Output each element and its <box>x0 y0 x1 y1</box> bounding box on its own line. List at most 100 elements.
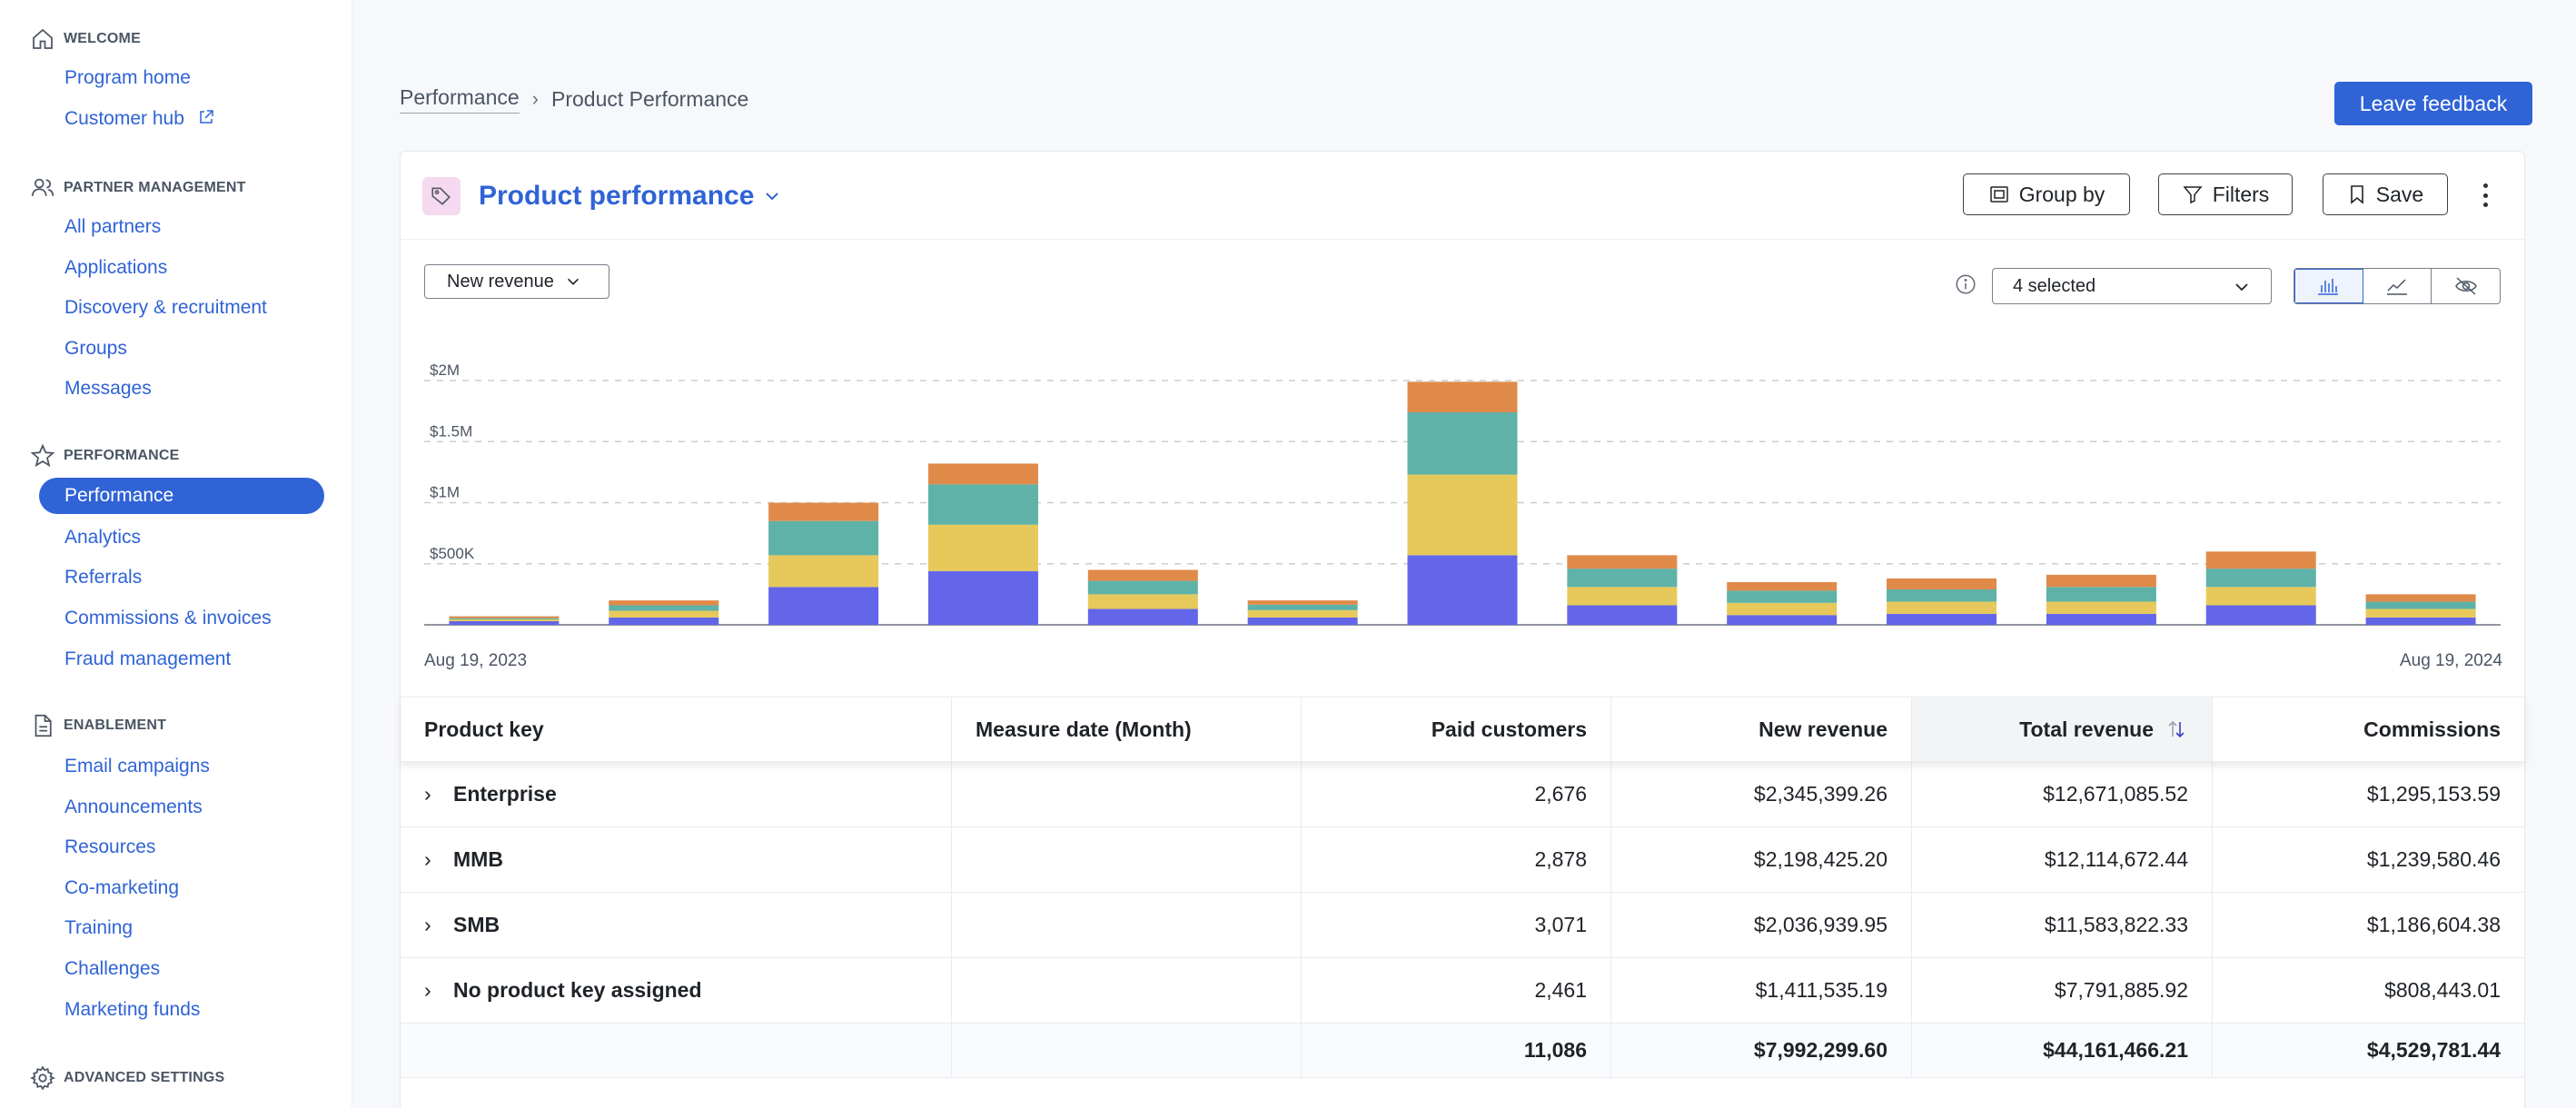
bar-segment[interactable] <box>609 600 719 606</box>
bar-segment[interactable] <box>927 524 1038 571</box>
bar-chart-toggle[interactable] <box>2294 269 2363 303</box>
bar-segment[interactable] <box>1247 609 1358 618</box>
leave-feedback-button[interactable]: Leave feedback <box>2334 82 2532 125</box>
bar-segment[interactable] <box>449 620 560 625</box>
bar-segment[interactable] <box>1087 608 1198 625</box>
series-select[interactable]: 4 selected <box>1992 268 2272 304</box>
bar-segment[interactable] <box>2046 587 2156 602</box>
sidebar-item-performance[interactable]: Performance <box>39 478 324 514</box>
sidebar-item-messages[interactable]: Messages <box>64 378 152 399</box>
bar-segment[interactable] <box>1087 580 1198 595</box>
bar-segment[interactable] <box>1727 590 1838 603</box>
bar-segment[interactable] <box>449 618 560 621</box>
breadcrumb-performance-link[interactable]: Performance <box>400 85 520 114</box>
bar-segment[interactable] <box>1087 594 1198 609</box>
bar-segment[interactable] <box>927 570 1038 625</box>
sidebar-item-email-campaigns[interactable]: Email campaigns <box>64 756 210 777</box>
bar-segment[interactable] <box>1247 600 1358 605</box>
sidebar-item-groups[interactable]: Groups <box>64 338 127 359</box>
bar-segment[interactable] <box>1567 555 1678 569</box>
table-row[interactable]: › Enterprise 2,676 $2,345,399.26 $12,671,… <box>401 762 2524 827</box>
bar-segment[interactable] <box>2365 608 2476 618</box>
bar-segment[interactable] <box>1567 605 1678 625</box>
column-header-total-revenue[interactable]: Total revenue <box>1912 697 2213 761</box>
sidebar-item-discovery[interactable]: Discovery & recruitment <box>64 297 267 318</box>
bar-segment[interactable] <box>2205 569 2316 588</box>
column-header-paid-customers[interactable]: Paid customers <box>1302 697 1611 761</box>
filters-button[interactable]: Filters <box>2158 173 2293 215</box>
bar-segment[interactable] <box>1887 601 1997 614</box>
bar-segment[interactable] <box>768 502 879 521</box>
bar-segment[interactable] <box>2365 601 2476 609</box>
hide-chart-toggle[interactable] <box>2432 269 2500 303</box>
bar-segment[interactable] <box>1567 587 1678 606</box>
bar-segment[interactable] <box>1727 615 1838 625</box>
section-welcome: WELCOME <box>29 25 141 53</box>
column-header-commissions[interactable]: Commissions <box>2363 717 2501 741</box>
bar-segment[interactable] <box>609 605 719 611</box>
line-chart-toggle[interactable] <box>2363 269 2432 303</box>
sidebar-item-marketing-funds[interactable]: Marketing funds <box>64 999 201 1020</box>
sidebar-item-all-partners[interactable]: All partners <box>64 216 162 237</box>
bar-segment[interactable] <box>1567 569 1678 588</box>
measure-select[interactable]: New revenue <box>424 264 609 299</box>
chevron-right-icon[interactable]: › <box>424 913 431 936</box>
group-by-button[interactable]: Group by <box>1963 173 2130 215</box>
table-row[interactable]: › SMB 3,071 $2,036,939.95 $11,583,822.33 … <box>401 893 2524 958</box>
bar-segment[interactable] <box>1887 613 1997 625</box>
bar-segment[interactable] <box>1247 617 1358 625</box>
bar-segment[interactable] <box>609 610 719 618</box>
bar-segment[interactable] <box>1727 581 1838 591</box>
sidebar-item-analytics[interactable]: Analytics <box>64 527 142 548</box>
sidebar-item-applications[interactable]: Applications <box>64 257 168 278</box>
sidebar-item-training[interactable]: Training <box>64 917 134 938</box>
bar-segment[interactable] <box>1887 578 1997 589</box>
bar-segment[interactable] <box>768 555 879 588</box>
column-header-product-key[interactable]: Product key <box>401 697 952 761</box>
bar-segment[interactable] <box>2205 605 2316 625</box>
save-button[interactable]: Save <box>2323 173 2448 215</box>
bar-segment[interactable] <box>1247 604 1358 610</box>
report-title-dropdown[interactable]: Product performance <box>479 177 781 215</box>
chevron-right-icon[interactable]: › <box>424 847 431 871</box>
sidebar-item-resources[interactable]: Resources <box>64 836 156 857</box>
bar-segment[interactable] <box>2205 551 2316 569</box>
bar-segment[interactable] <box>927 484 1038 525</box>
info-icon[interactable] <box>1954 272 1977 296</box>
bar-segment[interactable] <box>449 618 560 619</box>
bar-segment[interactable] <box>2365 594 2476 602</box>
sidebar-item-customer-hub[interactable]: Customer hub <box>64 105 215 133</box>
bar-segment[interactable] <box>1087 569 1198 581</box>
table-row[interactable]: › No product key assigned 2,461 $1,411,53… <box>401 958 2524 1024</box>
sidebar-item-announcements[interactable]: Announcements <box>64 796 203 817</box>
sidebar-item-program-home[interactable]: Program home <box>64 67 191 88</box>
section-advanced-settings[interactable]: ADVANCED SETTINGS <box>29 1064 224 1092</box>
column-header-new-revenue[interactable]: New revenue <box>1611 697 1912 761</box>
bar-segment[interactable] <box>1407 381 1518 412</box>
bar-segment[interactable] <box>1887 589 1997 602</box>
sidebar-item-co-marketing[interactable]: Co-marketing <box>64 877 180 898</box>
sidebar-item-challenges[interactable]: Challenges <box>64 958 161 979</box>
sidebar-item-referrals[interactable]: Referrals <box>64 567 143 588</box>
bar-segment[interactable] <box>609 617 719 625</box>
more-options-icon[interactable] <box>2473 179 2497 212</box>
bar-segment[interactable] <box>1407 411 1518 475</box>
bar-segment[interactable] <box>768 520 879 556</box>
bar-segment[interactable] <box>2205 587 2316 606</box>
chevron-right-icon[interactable]: › <box>424 782 431 806</box>
bar-segment[interactable] <box>927 463 1038 485</box>
bar-segment[interactable] <box>768 587 879 625</box>
bar-segment[interactable] <box>2046 613 2156 625</box>
bar-segment[interactable] <box>2046 574 2156 588</box>
bar-segment[interactable] <box>2365 617 2476 625</box>
chevron-right-icon[interactable]: › <box>424 978 431 1002</box>
table-row[interactable]: › MMB 2,878 $2,198,425.20 $12,114,672.44 … <box>401 827 2524 893</box>
sidebar-item-fraud[interactable]: Fraud management <box>64 648 232 669</box>
bar-segment[interactable] <box>1407 555 1518 625</box>
column-header-measure-date[interactable]: Measure date (Month) <box>952 697 1302 761</box>
sidebar-item-commissions[interactable]: Commissions & invoices <box>64 608 272 628</box>
bar-segment[interactable] <box>1407 474 1518 556</box>
bar-segment[interactable] <box>2046 601 2156 614</box>
bar-segment[interactable] <box>449 616 560 618</box>
bar-segment[interactable] <box>1727 602 1838 616</box>
